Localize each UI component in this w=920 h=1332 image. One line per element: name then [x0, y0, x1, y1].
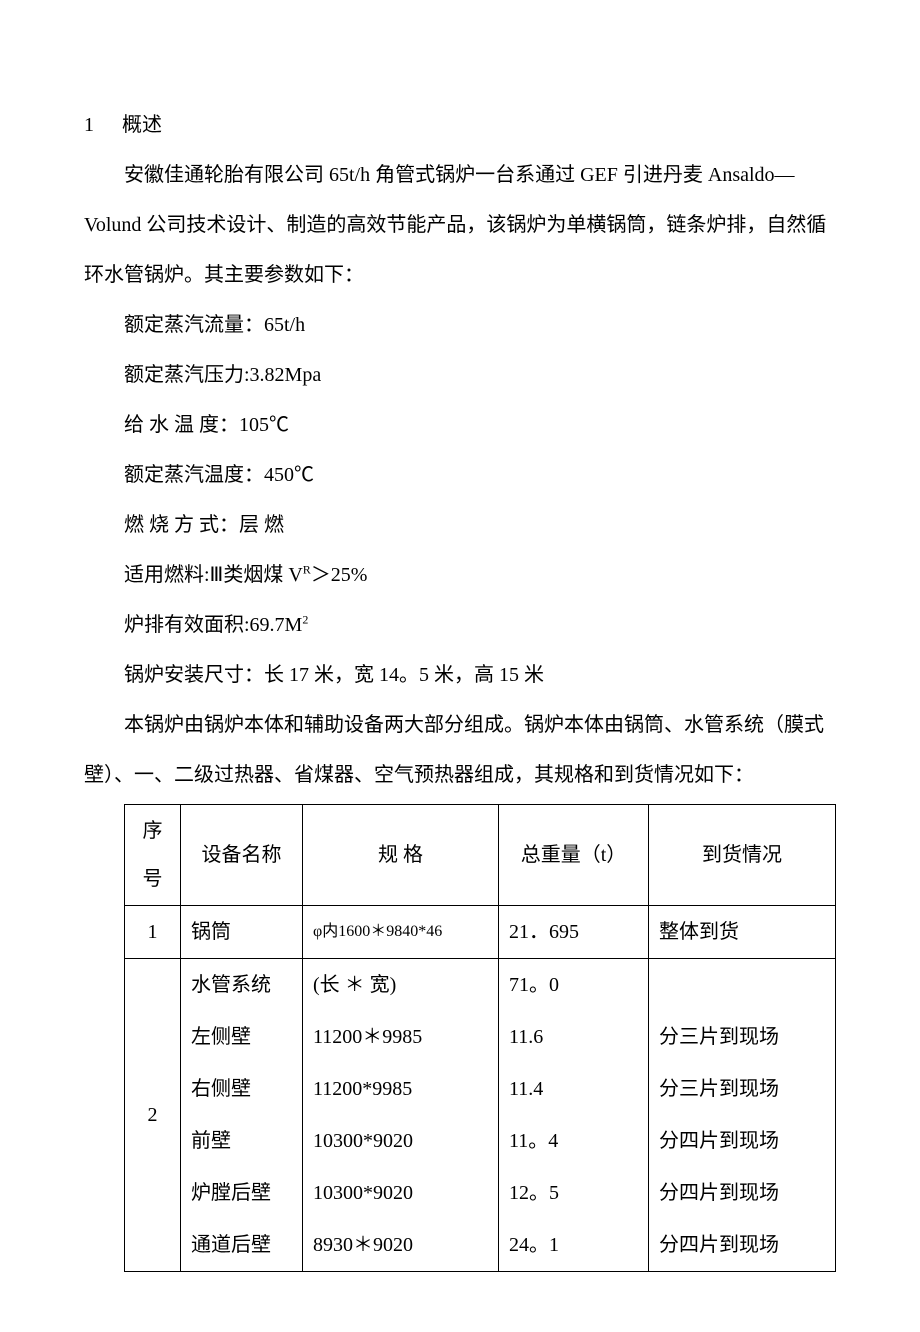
subname-2f: 通道后壁 [181, 1219, 302, 1271]
param-steam-pressure: 额定蒸汽压力:3.82Mpa [84, 350, 836, 400]
header-idx: 序号 [125, 805, 181, 906]
subspec-2e: 10300*9020 [303, 1167, 498, 1219]
header-status: 到货情况 [649, 805, 836, 906]
subspec-2a: (长 ＊ 宽) [303, 959, 498, 1011]
table-row: 1 锅筒 φ内1600＊9840*46 21．695 整体到货 [125, 906, 836, 959]
subspec-2f: 8930＊9020 [303, 1219, 498, 1271]
header-spec: 规 格 [303, 805, 499, 906]
header-weight: 总重量（t） [499, 805, 649, 906]
param-fuel-prefix: 适用燃料:Ⅲ类烟煤 V [124, 564, 303, 586]
equipment-table-wrapper: 序号 设备名称 规 格 总重量（t） 到货情况 1 锅筒 φ内1600＊9840… [84, 804, 836, 1272]
param-fuel-suffix: ＞25% [311, 564, 368, 586]
substatus-2f: 分四片到现场 [649, 1219, 835, 1271]
param-grate-superscript: 2 [302, 612, 308, 626]
subweight-2e: 12。5 [499, 1167, 648, 1219]
param-fuel: 适用燃料:Ⅲ类烟煤 VR＞25% [84, 550, 836, 600]
subweight-2f: 24。1 [499, 1219, 648, 1271]
substatus-2d: 分四片到现场 [649, 1115, 835, 1167]
table-header-row: 序号 设备名称 规 格 总重量（t） 到货情况 [125, 805, 836, 906]
subspec-2b: 11200＊9985 [303, 1011, 498, 1063]
cell-spec-1: φ内1600＊9840*46 [303, 906, 499, 959]
subname-2c: 右侧壁 [181, 1063, 302, 1115]
substatus-2e: 分四片到现场 [649, 1167, 835, 1219]
cell-spec-2: (长 ＊ 宽) 11200＊9985 11200*9985 10300*9020… [303, 959, 499, 1272]
cell-status-1: 整体到货 [649, 906, 836, 959]
cell-idx-2: 2 [125, 959, 181, 1272]
subname-2d: 前壁 [181, 1115, 302, 1167]
paragraph-intro: 安徽佳通轮胎有限公司 65t/h 角管式锅炉一台系通过 GEF 引进丹麦 Ans… [84, 150, 836, 300]
param-grate-area: 炉排有效面积:69.7M2 [84, 600, 836, 650]
subspec-2d: 10300*9020 [303, 1115, 498, 1167]
cell-weight-2: 71。0 11.6 11.4 11。4 12。5 24。1 [499, 959, 649, 1272]
substatus-2a [649, 959, 835, 1011]
section-number: 1 [84, 100, 94, 150]
subname-2e: 炉膛后壁 [181, 1167, 302, 1219]
equipment-table: 序号 设备名称 规 格 总重量（t） 到货情况 1 锅筒 φ内1600＊9840… [124, 804, 836, 1272]
header-name: 设备名称 [181, 805, 303, 906]
section-title: 概述 [122, 114, 162, 136]
param-steam-flow: 额定蒸汽流量：65t/h [84, 300, 836, 350]
subname-2a: 水管系统 [181, 959, 302, 1011]
subname-2b: 左侧壁 [181, 1011, 302, 1063]
table-row: 2 水管系统 左侧壁 右侧壁 前壁 炉膛后壁 通道后壁 (长 ＊ 宽) 1120… [125, 959, 836, 1272]
subweight-2d: 11。4 [499, 1115, 648, 1167]
param-fuel-superscript: R [303, 562, 311, 576]
cell-idx-1: 1 [125, 906, 181, 959]
substatus-2c: 分三片到现场 [649, 1063, 835, 1115]
param-install-size: 锅炉安装尺寸：长 17 米，宽 14。5 米，高 15 米 [84, 650, 836, 700]
param-grate-prefix: 炉排有效面积:69.7M [124, 614, 302, 636]
subweight-2a: 71。0 [499, 959, 648, 1011]
cell-status-2: 分三片到现场 分三片到现场 分四片到现场 分四片到现场 分四片到现场 [649, 959, 836, 1272]
substatus-2b: 分三片到现场 [649, 1011, 835, 1063]
cell-name-2: 水管系统 左侧壁 右侧壁 前壁 炉膛后壁 通道后壁 [181, 959, 303, 1272]
param-combustion: 燃 烧 方 式：层 燃 [84, 500, 836, 550]
subweight-2c: 11.4 [499, 1063, 648, 1115]
section-heading: 1 概述 [84, 100, 836, 150]
cell-name-1: 锅筒 [181, 906, 303, 959]
subweight-2b: 11.6 [499, 1011, 648, 1063]
paragraph-composition: 本锅炉由锅炉本体和辅助设备两大部分组成。锅炉本体由锅筒、水管系统（膜式壁）、一、… [84, 700, 836, 800]
cell-weight-1: 21．695 [499, 906, 649, 959]
subspec-2c: 11200*9985 [303, 1063, 498, 1115]
param-water-temp: 给 水 温 度：105℃ [84, 400, 836, 450]
param-steam-temp: 额定蒸汽温度：450℃ [84, 450, 836, 500]
